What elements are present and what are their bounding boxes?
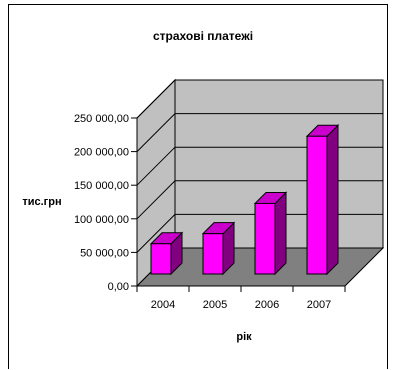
x-tick-label: 2006: [255, 299, 279, 311]
gridline: [136, 113, 383, 152]
chart-title: страхові платежі: [153, 29, 253, 43]
bar-2005: [201, 221, 236, 276]
y-tick-label: 50 000,00: [80, 247, 129, 259]
y-tick-label: 200 000,00: [74, 147, 129, 159]
bar-front: [306, 135, 328, 275]
bar-side: [326, 124, 339, 276]
x-axis-label: рік: [236, 331, 252, 343]
bar-2007: [305, 124, 340, 276]
y-axis-label: тис.грн: [22, 196, 61, 208]
x-tick-label: 2005: [203, 299, 227, 311]
bar-front: [202, 233, 224, 275]
bar-front: [254, 202, 276, 275]
y-tick-label: 100 000,00: [74, 214, 129, 226]
bar-side: [274, 191, 287, 276]
gridline: [136, 79, 383, 119]
y-tick-label: 0,00: [108, 281, 129, 293]
bar-2004: [149, 231, 184, 276]
x-tick-label: 2007: [307, 299, 331, 311]
x-tick-label: 2004: [151, 299, 175, 311]
chart-frame: [8, 4, 388, 369]
bar-front: [150, 243, 172, 275]
y-tick-label: 150 000,00: [74, 180, 129, 192]
y-tick-label: 250 000,00: [74, 113, 129, 125]
bar-2006: [253, 191, 288, 276]
